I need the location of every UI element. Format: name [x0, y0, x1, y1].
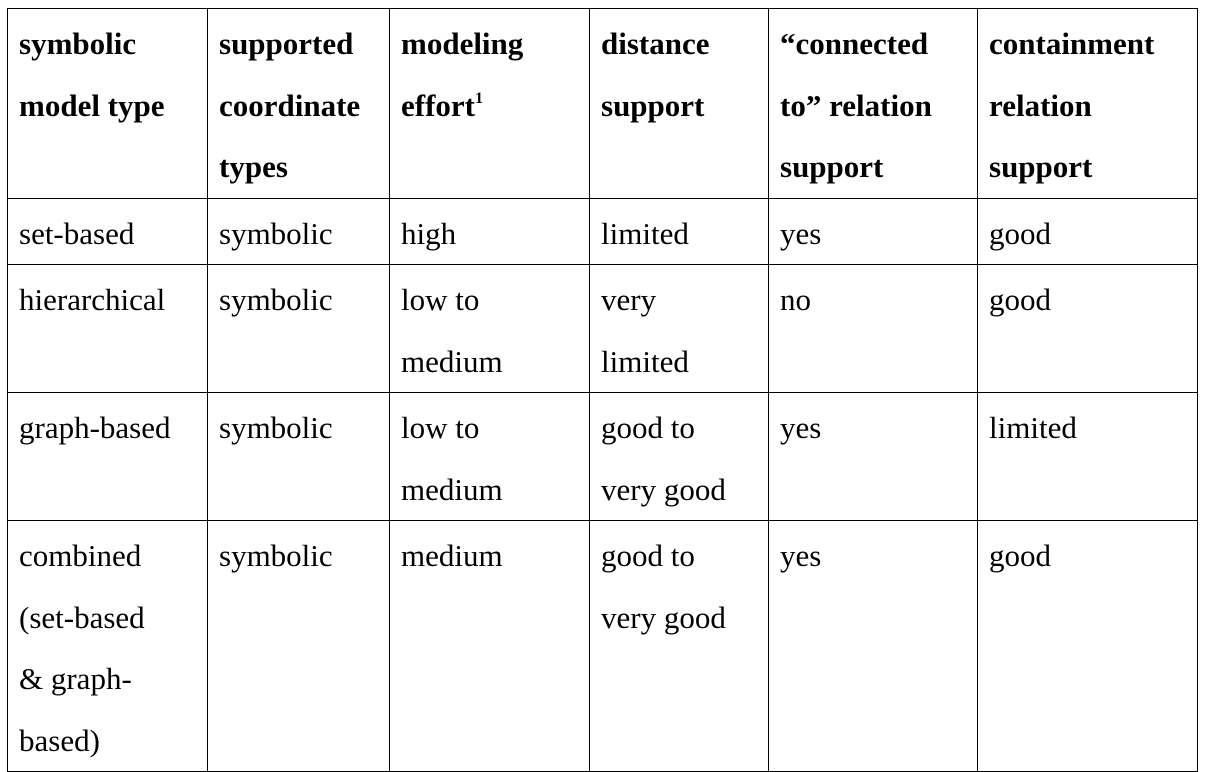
table-cell: limited [589, 197, 769, 265]
table-cell: symbolic [207, 392, 390, 521]
table-row-combined: combined (set-based & graph- based) symb… [7, 520, 1198, 772]
header-cell-model-type: symbolic model type [7, 8, 208, 199]
table-cell: low to medium [389, 264, 590, 393]
table-row-graph-based: graph-based symbolic low to medium good … [7, 392, 1198, 521]
table-cell: hierarchical [7, 264, 208, 393]
table-cell: set-based [7, 197, 208, 265]
table-cell: medium [389, 520, 590, 772]
table-cell: low to medium [389, 392, 590, 521]
table-cell: combined (set-based & graph- based) [7, 520, 208, 772]
table-cell: good [977, 197, 1198, 265]
comparison-table-container: symbolic model type supported coordinate… [7, 8, 1198, 772]
table-cell: no [768, 264, 978, 393]
symbolic-model-comparison-table: symbolic model type supported coordinate… [7, 8, 1198, 772]
header-cell-containment-support: containment relation support [977, 8, 1198, 199]
table-cell: yes [768, 520, 978, 772]
table-cell: good [977, 520, 1198, 772]
table-cell: limited [977, 392, 1198, 521]
table-cell: very limited [589, 264, 769, 393]
header-cell-distance-support: distance support [589, 8, 769, 199]
footnote-marker: 1 [475, 89, 483, 107]
table-cell: graph-based [7, 392, 208, 521]
table-cell: yes [768, 392, 978, 521]
table-cell: high [389, 197, 590, 265]
header-cell-modeling-effort: modeling effort1 [389, 8, 590, 199]
header-cell-coordinate-types: supported coordinate types [207, 8, 390, 199]
table-cell: good to very good [589, 520, 769, 772]
table-row-hierarchical: hierarchical symbolic low to medium very… [7, 264, 1198, 393]
table-cell: good to very good [589, 392, 769, 521]
table-cell: yes [768, 197, 978, 265]
table-cell: symbolic [207, 264, 390, 393]
table-row-set-based: set-based symbolic high limited yes good [7, 197, 1198, 265]
table-cell: symbolic [207, 520, 390, 772]
table-cell: symbolic [207, 197, 390, 265]
table-cell: good [977, 264, 1198, 393]
header-cell-connected-to-support: “connected to” relation support [768, 8, 978, 199]
header-row: symbolic model type supported coordinate… [7, 8, 1198, 199]
